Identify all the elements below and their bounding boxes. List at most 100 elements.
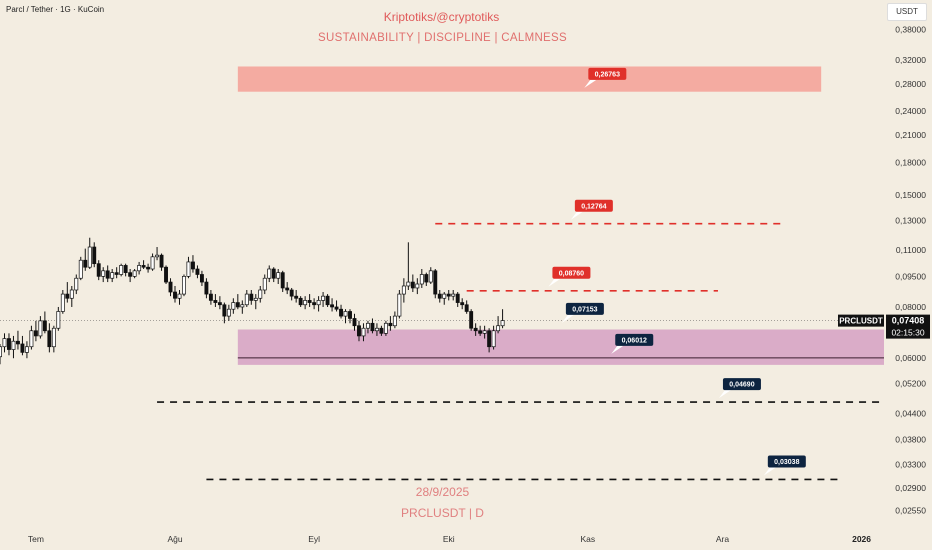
- candle: [325, 294, 330, 307]
- candle-body: [195, 268, 200, 275]
- level-label: 0,08760: [548, 266, 591, 287]
- candle: [460, 298, 465, 310]
- candle: [289, 287, 294, 301]
- time-tick: 2026: [852, 534, 871, 544]
- current-price-tag: [886, 314, 930, 339]
- candle-body: [222, 304, 227, 317]
- candle: [65, 282, 70, 303]
- candle-body: [253, 297, 258, 301]
- time-tick: Ağu: [167, 534, 182, 544]
- candle: [155, 247, 160, 261]
- candle-body: [164, 266, 168, 283]
- candle-body: [339, 308, 343, 317]
- candle-body: [0, 346, 2, 358]
- candle-body: [500, 320, 505, 327]
- candle: [226, 304, 231, 321]
- chart-date: 28/9/2025: [415, 485, 470, 499]
- candle-body: [128, 272, 133, 277]
- candle: [47, 323, 52, 353]
- candle-body: [397, 293, 402, 317]
- candle: [87, 237, 92, 269]
- candle-body: [226, 308, 231, 317]
- candle-body: [65, 293, 70, 299]
- level-label-text: 0,06012: [622, 337, 647, 344]
- level-label: 0,03038: [763, 455, 806, 476]
- candle: [15, 330, 20, 350]
- candle: [419, 269, 424, 288]
- candle: [446, 289, 451, 301]
- candle-body: [204, 281, 209, 295]
- candle: [137, 261, 142, 275]
- candle-body: [415, 283, 420, 289]
- candle: [428, 267, 433, 285]
- candle-body: [370, 322, 375, 332]
- price-zones: [237, 66, 885, 365]
- candle-body: [240, 304, 245, 308]
- price-tick: 0,08000: [895, 302, 926, 312]
- candle-body: [361, 327, 366, 337]
- candle-body: [87, 246, 92, 268]
- candle: [33, 320, 38, 342]
- level-labels: 0,26763 0,12764 0,08760 0,07153 0,06012 0,046…: [548, 67, 806, 476]
- time-tick: Eki: [443, 534, 455, 544]
- price-tick: 0,28000: [895, 79, 926, 89]
- candle-body: [60, 293, 65, 312]
- candle-body: [155, 254, 160, 258]
- candle: [383, 320, 388, 336]
- currency-unit-button[interactable]: USDT: [887, 3, 927, 21]
- candle-body: [357, 325, 361, 337]
- candle-body: [56, 311, 61, 329]
- candle-body: [217, 302, 222, 306]
- candle: [280, 270, 285, 293]
- label-pointer: [763, 467, 776, 476]
- candle: [500, 309, 505, 329]
- level-label-text: 0,26763: [595, 71, 620, 78]
- candle: [191, 255, 195, 273]
- candle-body: [42, 320, 47, 332]
- candle: [235, 294, 240, 310]
- current-price-text: 0,07408: [892, 316, 925, 326]
- candle-body: [428, 270, 433, 283]
- candle-body: [410, 281, 415, 289]
- candle-body: [78, 259, 83, 279]
- candle-body: [96, 263, 101, 277]
- candle: [442, 292, 447, 305]
- level-label-text: 0,12764: [581, 203, 606, 210]
- candle: [312, 298, 317, 310]
- candle-body: [406, 281, 411, 287]
- label-box: [615, 333, 654, 346]
- candle: [339, 304, 343, 319]
- candle: [11, 335, 16, 359]
- candle-body: [442, 293, 447, 299]
- candle-body: [298, 297, 303, 306]
- level-label-text: 0,04690: [729, 382, 754, 389]
- candle: [168, 278, 173, 297]
- candle: [119, 263, 124, 277]
- candle-body: [141, 265, 146, 268]
- candle: [128, 269, 133, 283]
- candle-body: [352, 318, 357, 327]
- candle: [496, 316, 501, 334]
- price-tick: 0,05200: [895, 379, 926, 389]
- candle: [69, 285, 74, 307]
- candle-body: [69, 289, 74, 299]
- candle-body: [123, 265, 128, 273]
- candle: [42, 311, 47, 334]
- price-levels: [0, 222, 884, 481]
- price-axis: 0,38000 0,32000 0,28000 0,24000 0,21000 0,180…: [838, 24, 930, 516]
- level-label: 0,12764: [570, 199, 613, 220]
- candle-body: [262, 277, 267, 291]
- candle: [83, 248, 88, 271]
- candle-body: [114, 272, 119, 275]
- price-tick: 0,32000: [895, 55, 926, 65]
- candle-body: [168, 281, 173, 293]
- price-tick: 0,13000: [895, 215, 926, 225]
- candle-body: [173, 291, 177, 299]
- candle-body: [280, 272, 285, 289]
- price-tick: 0,15000: [895, 190, 926, 200]
- candle: [258, 285, 263, 303]
- candle-body: [235, 302, 240, 308]
- candle-body: [20, 343, 25, 353]
- candle: [294, 289, 299, 303]
